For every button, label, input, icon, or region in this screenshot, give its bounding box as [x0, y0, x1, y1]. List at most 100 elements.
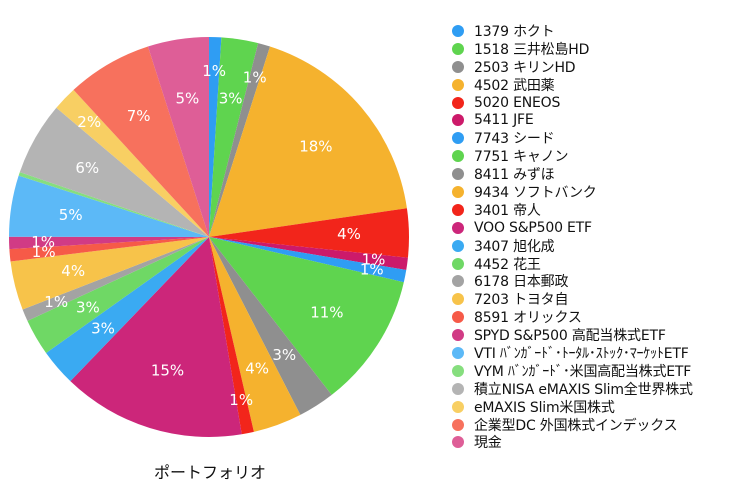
- pie-slice: [9, 237, 210, 262]
- legend-swatch: [452, 400, 464, 413]
- legend-label: 5411 JFE: [474, 112, 534, 129]
- legend-label: 7203 トヨタ自: [474, 292, 569, 309]
- legend-swatch: [452, 311, 464, 324]
- legend-swatch: [452, 293, 464, 306]
- pie-slice: [46, 237, 209, 382]
- slice-label: 3%: [219, 90, 243, 108]
- pie-slice: [209, 237, 408, 271]
- legend-swatch: [452, 185, 464, 198]
- legend-swatch: [452, 150, 464, 163]
- pie-slice: [209, 237, 332, 415]
- slice-label: 11%: [310, 303, 343, 321]
- legend-label: eMAXIS Slim米国株式: [474, 399, 615, 416]
- legend-label: 7751 キャノン: [474, 149, 569, 166]
- legend-item: eMAXIS Slim米国株式: [452, 398, 693, 416]
- pie-slice: [209, 37, 259, 237]
- legend-swatch: [452, 168, 464, 181]
- slice-label: 1%: [44, 293, 68, 311]
- legend-swatch: [452, 96, 464, 109]
- legend-label: 1379 ホクト: [474, 23, 555, 40]
- slice-label: 5%: [59, 206, 83, 224]
- legend-label: 4452 花王: [474, 256, 541, 273]
- pie-slice: [209, 237, 404, 395]
- pie-slice: [70, 237, 242, 437]
- slice-label: 3%: [76, 298, 100, 316]
- pie-slice: [209, 237, 407, 283]
- legend-swatch: [452, 239, 464, 252]
- legend-swatch: [452, 42, 464, 55]
- legend-item: 6178 日本郵政: [452, 272, 693, 290]
- legend-swatch: [452, 329, 464, 342]
- pie-slice: [209, 237, 301, 432]
- legend-swatch: [452, 78, 464, 91]
- legend-label: 7743 シード: [474, 131, 555, 148]
- legend-item: 7743 シード: [452, 129, 693, 147]
- legend-item: 4502 武田薬: [452, 76, 693, 94]
- pie-slice: [10, 237, 209, 310]
- legend-item: 7203 トヨタ自: [452, 290, 693, 308]
- legend-swatch: [452, 60, 464, 73]
- legend-label: 現金: [474, 435, 502, 452]
- pie-slice: [209, 43, 271, 238]
- legend-item: 1379 ホクト: [452, 22, 693, 40]
- slice-label: 1%: [202, 62, 226, 80]
- pie-slices: [8, 36, 409, 437]
- legend-label: 8411 みずほ: [474, 167, 555, 184]
- legend-item: VTI ﾊﾞﾝｶﾞｰﾄﾞ･ﾄｰﾀﾙ･ｽﾄｯｸ･ﾏｰｹｯﾄETF: [452, 344, 693, 362]
- slice-label: 15%: [151, 362, 184, 380]
- legend-label: 積立NISA eMAXIS Slim全世界株式: [474, 381, 693, 398]
- legend-swatch: [452, 114, 464, 127]
- legend-label: VOO S&P500 ETF: [474, 219, 592, 236]
- legend-swatch: [452, 24, 464, 37]
- legend-swatch: [452, 275, 464, 288]
- legend-item: VOO S&P500 ETF: [452, 219, 693, 237]
- legend-item: 2503 キリンHD: [452, 58, 693, 76]
- slice-label: 4%: [245, 360, 269, 378]
- legend-label: 2503 キリンHD: [474, 59, 576, 76]
- legend-item: 7751 キャノン: [452, 147, 693, 165]
- legend-swatch: [452, 346, 464, 359]
- legend-item: 積立NISA eMAXIS Slim全世界株式: [452, 380, 693, 398]
- legend-swatch: [452, 203, 464, 216]
- legend-swatch: [452, 382, 464, 395]
- legend-label: 4502 武田薬: [474, 77, 555, 94]
- chart-title: ポートフォリオ: [153, 463, 266, 482]
- pie-slice: [22, 237, 209, 321]
- legend-item: 5020 ENEOS: [452, 94, 693, 112]
- slice-label: 4%: [337, 225, 361, 243]
- legend-item: 4452 花王: [452, 255, 693, 273]
- legend-label: 3401 帝人: [474, 202, 541, 219]
- slice-label: 3%: [272, 346, 296, 364]
- legend-item: 5411 JFE: [452, 111, 693, 129]
- pie-slice: [209, 36, 222, 237]
- legend-item: 1518 三井松島HD: [452, 40, 693, 58]
- slice-labels: 1%3%1%18%4%1%1%11%3%4%1%15%3%3%1%4%1%1%5…: [31, 62, 385, 409]
- legend-swatch: [452, 364, 464, 377]
- slice-label: 1%: [362, 250, 386, 268]
- slice-label: 18%: [299, 138, 332, 156]
- legend-label: 8591 オリックス: [474, 310, 582, 327]
- legend-label: VTI ﾊﾞﾝｶﾞｰﾄﾞ･ﾄｰﾀﾙ･ｽﾄｯｸ･ﾏｰｹｯﾄETF: [474, 345, 689, 362]
- legend-label: 1518 三井松島HD: [474, 41, 590, 58]
- pie-slice: [8, 236, 209, 250]
- legend-item: VYM ﾊﾞﾝｶﾞｰﾄﾞ･米国高配当株式ETF: [452, 362, 693, 380]
- legend-label: VYM ﾊﾞﾝｶﾞｰﾄﾞ･米国高配当株式ETF: [474, 363, 692, 380]
- legend-label: 企業型DC 外国株式インデックス: [474, 417, 678, 434]
- slice-label: 3%: [91, 319, 115, 337]
- pie-slice: [18, 172, 209, 237]
- slice-label: 1%: [229, 391, 253, 409]
- slice-label: 1%: [243, 68, 267, 86]
- legend-swatch: [452, 436, 464, 449]
- pie-slice: [209, 208, 409, 258]
- legend-item: 8411 みずほ: [452, 165, 693, 183]
- legend-label: 3407 旭化成: [474, 238, 555, 255]
- legend-swatch: [452, 221, 464, 234]
- legend-item: 3401 帝人: [452, 201, 693, 219]
- legend-label: 9434 ソフトバンク: [474, 184, 597, 201]
- slice-label: 2%: [77, 113, 101, 131]
- legend-item: 企業型DC 外国株式インデックス: [452, 416, 693, 434]
- legend-label: SPYD S&P500 高配当株式ETF: [474, 328, 666, 345]
- legend-label: 5020 ENEOS: [474, 94, 561, 111]
- legend-item: 9434 ソフトバンク: [452, 183, 693, 201]
